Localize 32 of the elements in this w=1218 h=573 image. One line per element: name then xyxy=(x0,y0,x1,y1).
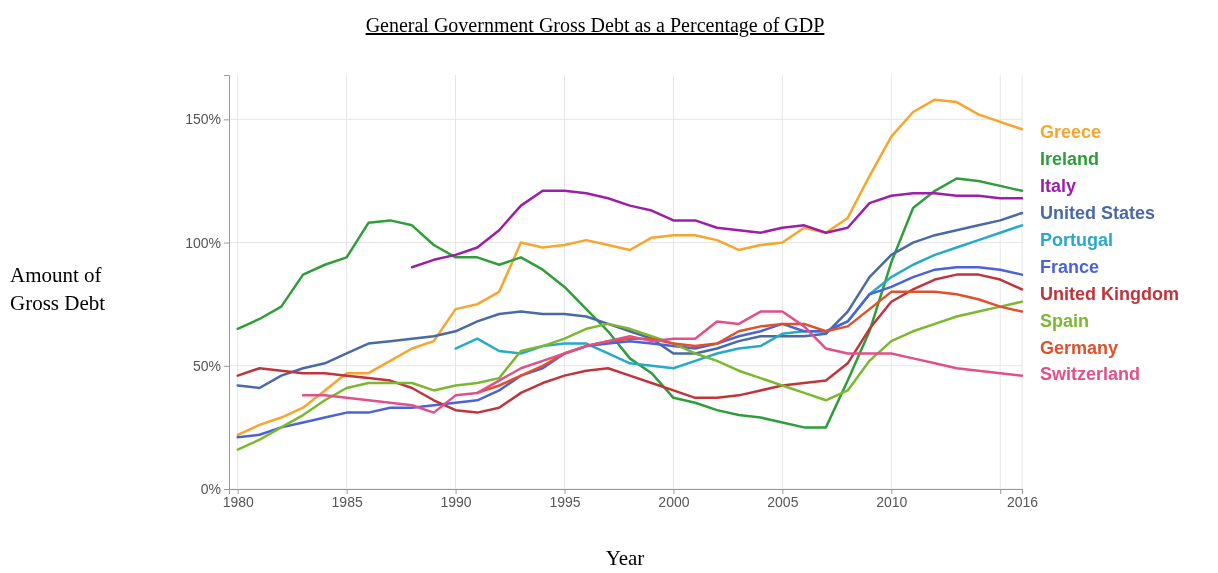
x-tick-label: 2000 xyxy=(658,493,690,510)
line-series xyxy=(236,273,1024,414)
y-tick-label: 150% xyxy=(185,111,221,128)
x-tick-label: 2005 xyxy=(767,493,799,510)
y-tick-label: 100% xyxy=(185,234,221,251)
line-series xyxy=(410,189,1024,269)
chart-title: General Government Gross Debt as a Percentage of GDP xyxy=(365,14,825,37)
line-series xyxy=(236,98,1024,437)
x-tick-label: 2016 xyxy=(1006,493,1039,510)
series-label: Portugal xyxy=(1040,229,1114,250)
y-axis-title: Amount of Gross Debt xyxy=(10,263,106,315)
line-series xyxy=(301,310,1024,414)
series-label: Italy xyxy=(1040,176,1077,197)
x-axis-title: Year xyxy=(605,546,645,570)
series-label: United Kingdom xyxy=(1040,283,1179,304)
line-series xyxy=(236,300,1024,451)
x-tick-label: 2010 xyxy=(876,493,908,510)
series-label: United States xyxy=(1040,203,1156,223)
series-label: Germany xyxy=(1040,337,1119,358)
line-series xyxy=(236,177,1024,429)
line-series xyxy=(236,211,1024,390)
y-tick-label: 0% xyxy=(200,480,221,497)
series-label: Spain xyxy=(1040,310,1090,331)
series-label: Greece xyxy=(1040,122,1102,143)
x-tick-label: 1985 xyxy=(331,493,363,510)
x-tick-label: 1980 xyxy=(222,493,254,510)
x-tick-label: 1995 xyxy=(549,493,581,510)
y-tick-label: 50% xyxy=(192,357,221,374)
series-label: France xyxy=(1040,256,1100,277)
series-label: Switzerland xyxy=(1040,364,1141,385)
x-tick-label: 1990 xyxy=(440,493,472,510)
series-label: Ireland xyxy=(1040,149,1100,170)
